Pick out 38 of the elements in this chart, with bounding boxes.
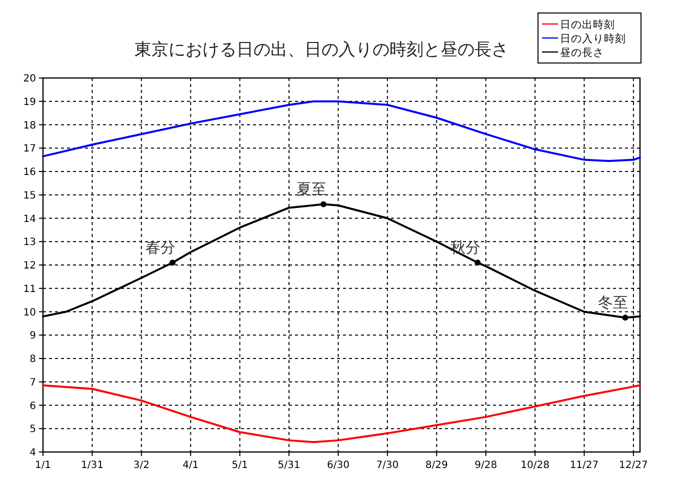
y-tick-label: 20 — [23, 74, 36, 84]
y-tick-label: 14 — [23, 214, 36, 225]
x-tick-label: 5/31 — [278, 460, 300, 471]
y-tick-label: 7 — [30, 377, 36, 388]
x-tick-label: 1/31 — [80, 460, 104, 471]
x-tick-label: 1/1 — [34, 460, 52, 471]
annotation: 春分 — [146, 238, 176, 257]
y-tick-label: 18 — [23, 120, 36, 132]
x-tick-label: 3/2 — [133, 460, 150, 471]
legend-label: 日の入り時刻 — [560, 32, 626, 45]
y-tick-label: 12 — [23, 260, 36, 272]
x-tick-label: 10/28 — [520, 460, 550, 471]
annotation: 夏至 — [296, 180, 326, 198]
x-tick-label: 7/30 — [376, 460, 399, 471]
x-tick-label: 9/28 — [474, 460, 498, 471]
y-tick-label: 4 — [30, 448, 36, 458]
x-tick-label: 4/1 — [182, 460, 199, 471]
y-tick-label: 5 — [30, 424, 36, 436]
annotation: 秋分 — [450, 238, 481, 257]
x-tick-label: 8/29 — [425, 460, 448, 471]
x-tick-label: 6/30 — [326, 460, 350, 471]
y-tick-label: 11 — [23, 284, 36, 295]
x-tick-label: 12/27 — [619, 460, 648, 471]
x-tick-label: 11/27 — [570, 460, 599, 471]
y-tick-label: 19 — [23, 96, 36, 108]
y-tick-label: 8 — [30, 354, 36, 365]
y-tick-label: 17 — [23, 144, 36, 155]
chart-title: 東京における日の出、日の入りの時刻と昼の長さ — [134, 40, 508, 60]
y-tick-label: 13 — [23, 237, 36, 248]
x-tick-label: 5/1 — [232, 460, 248, 471]
annotation: 冬至 — [598, 294, 628, 312]
y-tick-label: 10 — [23, 307, 36, 318]
y-tick-label: 6 — [30, 400, 36, 412]
y-tick-label: 15 — [23, 190, 36, 202]
legend-label: 日の出時刻 — [560, 18, 615, 31]
y-tick-label: 16 — [23, 167, 36, 178]
legend-label: 昼の長さ — [560, 47, 604, 59]
y-tick-label: 9 — [30, 330, 36, 342]
